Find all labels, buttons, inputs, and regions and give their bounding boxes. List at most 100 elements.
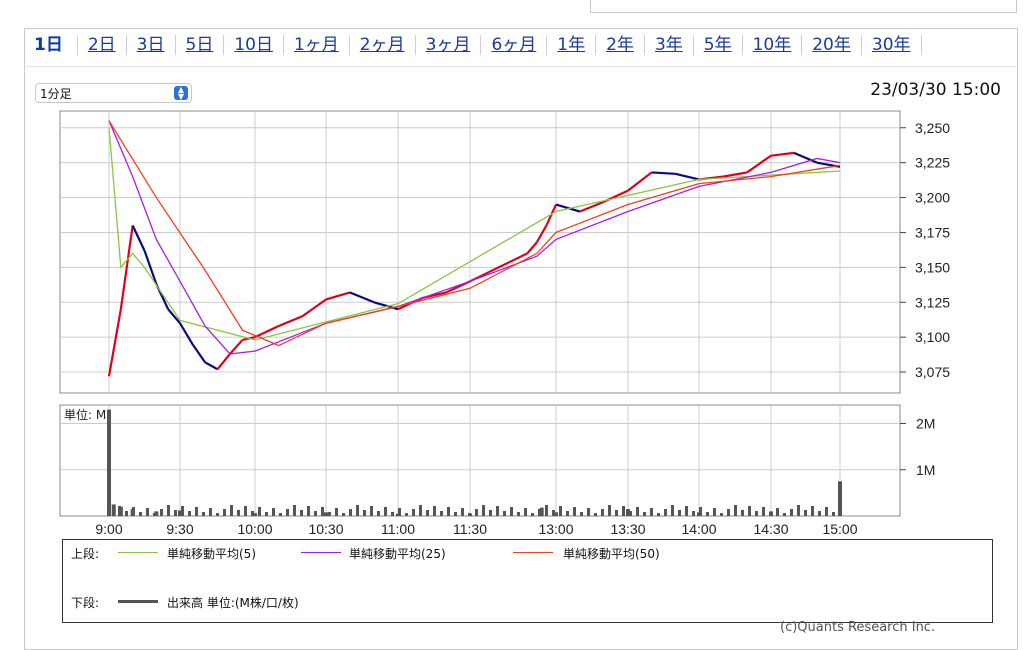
volume-bar xyxy=(657,513,660,516)
y-tick-label: 3,250 xyxy=(915,120,950,136)
volume-bar xyxy=(349,509,352,516)
x-tick-label: 10:30 xyxy=(308,521,343,537)
tab-8[interactable]: 3ヶ月 xyxy=(416,35,482,55)
tab-15[interactable]: 20年 xyxy=(802,35,862,55)
volume-bar xyxy=(181,506,184,516)
volume-bar xyxy=(237,510,240,516)
x-tick-label: 11:00 xyxy=(381,521,415,537)
price-segment xyxy=(579,200,605,213)
price-segment xyxy=(167,308,181,324)
y-tick-label: 3,175 xyxy=(915,224,950,240)
legend-volume-swatch xyxy=(118,600,158,603)
legend-box: 上段: 単純移動平均(5) 単純移動平均(25) 単純移動平均(50) 下段: … xyxy=(62,539,993,623)
price-segment xyxy=(793,151,818,164)
volume-bar xyxy=(741,510,744,516)
volume-bar xyxy=(202,512,205,516)
volume-bar xyxy=(132,507,135,516)
volume-bar xyxy=(209,508,212,516)
tab-3[interactable]: 3日 xyxy=(127,35,176,55)
tab-1[interactable]: 1日 xyxy=(24,35,78,55)
volume-unit-label: 単位: M xyxy=(64,407,106,422)
legend-ma5: 単純移動平均(5) xyxy=(167,547,256,561)
tab-10[interactable]: 1年 xyxy=(547,35,597,55)
volume-bar xyxy=(748,506,751,516)
volume-bar xyxy=(678,510,681,516)
price-plot-area xyxy=(59,110,901,394)
volume-bar xyxy=(307,506,310,516)
volume-bar xyxy=(174,510,177,516)
legend-lower-label: 下段: xyxy=(71,596,100,610)
volume-bar xyxy=(699,507,702,516)
volume-bar xyxy=(804,510,807,516)
volume-bar xyxy=(559,506,562,516)
volume-bar xyxy=(335,508,338,516)
volume-bar xyxy=(433,506,436,516)
volume-bar xyxy=(671,505,674,516)
volume-bar xyxy=(342,513,345,516)
price-segment xyxy=(179,322,194,345)
volume-bar xyxy=(643,512,646,516)
tab-divider xyxy=(24,66,1016,67)
price-segment xyxy=(627,171,653,192)
legend-volume: 出来高 単位:(M株/口/枚) xyxy=(167,596,299,610)
volume-y-tick-label: 1M xyxy=(916,462,935,478)
volume-bar xyxy=(650,508,653,516)
volume-bar xyxy=(615,510,618,516)
tab-12[interactable]: 3年 xyxy=(645,35,694,55)
price-segment xyxy=(770,151,795,157)
volume-bar xyxy=(230,505,233,516)
volume-bar xyxy=(328,512,331,516)
x-tick-label: 14:30 xyxy=(753,521,788,537)
volume-bar xyxy=(626,509,630,516)
legend-ma25: 単純移動平均(25) xyxy=(349,547,446,561)
volume-bar xyxy=(566,511,569,516)
tab-5[interactable]: 10日 xyxy=(224,35,284,55)
volume-bar xyxy=(818,511,821,516)
volume-bar xyxy=(216,513,219,516)
volume-bar xyxy=(272,508,275,516)
volume-bar xyxy=(244,506,247,516)
series-ma50 xyxy=(108,120,841,347)
tab-9[interactable]: 6ヶ月 xyxy=(481,35,548,55)
y-tick-label: 3,150 xyxy=(915,259,950,275)
volume-bar xyxy=(622,506,625,516)
price-segment xyxy=(675,172,700,181)
price-segment xyxy=(746,154,772,174)
volume-bar xyxy=(545,505,548,516)
volume-bar xyxy=(734,505,737,516)
x-tick-label: 13:00 xyxy=(538,521,573,537)
volume-bar xyxy=(107,409,111,516)
volume-bar xyxy=(587,508,590,516)
tab-6[interactable]: 1ヶ月 xyxy=(284,35,350,55)
volume-bar xyxy=(178,510,182,516)
volume-bar xyxy=(454,512,457,516)
volume-bar xyxy=(398,508,401,516)
volume-bar xyxy=(125,511,128,516)
tab-14[interactable]: 10年 xyxy=(743,35,803,55)
volume-bar xyxy=(755,511,758,516)
tab-2[interactable]: 2日 xyxy=(78,35,127,55)
price-segment xyxy=(131,225,146,252)
copyright-credit: (c)Quants Research Inc. xyxy=(780,620,936,635)
volume-bar xyxy=(253,513,257,516)
volume-bar xyxy=(146,508,149,516)
series-ma5 xyxy=(108,127,841,341)
volume-bar xyxy=(293,505,296,516)
volume-bar xyxy=(685,506,688,516)
volume-bar xyxy=(440,511,443,516)
volume-bar xyxy=(832,512,835,516)
volume-bar xyxy=(265,512,268,516)
price-segment xyxy=(119,225,134,310)
tab-4[interactable]: 5日 xyxy=(176,35,225,55)
interval-select[interactable]: 1分足 ▲ ▼ xyxy=(35,83,192,103)
volume-bar xyxy=(580,512,583,516)
volume-bar xyxy=(363,510,366,516)
volume-bar xyxy=(153,513,156,516)
tab-16[interactable]: 30年 xyxy=(862,35,922,55)
price-segment xyxy=(143,250,158,285)
volume-bar xyxy=(482,505,485,516)
price-segment xyxy=(722,171,748,178)
tab-13[interactable]: 5年 xyxy=(694,35,743,55)
tab-11[interactable]: 2年 xyxy=(596,35,645,55)
tab-7[interactable]: 2ヶ月 xyxy=(350,35,416,55)
